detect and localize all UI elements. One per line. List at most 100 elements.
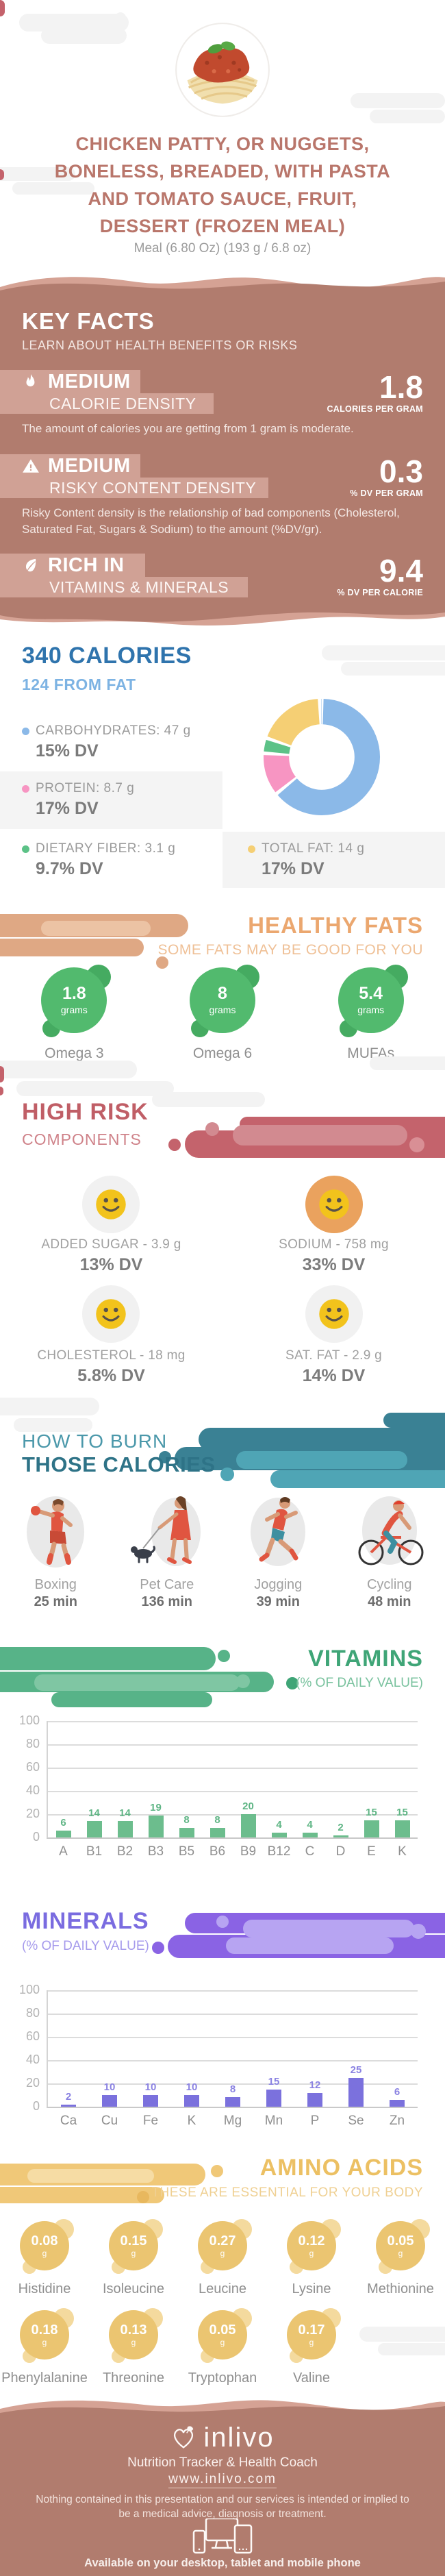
y-tick-label: 0 <box>32 1830 40 1844</box>
bar <box>271 1833 287 1837</box>
healthy-fat-label: Omega 3 <box>44 1045 104 1061</box>
x-category-label: Se <box>348 2114 364 2128</box>
amino-label: Leucine <box>198 2281 247 2296</box>
healthy-fats-list: 1.8 grams Omega 3 8 grams Omega 6 5.4 grams… <box>0 965 445 1062</box>
green-blob-icon: 8 grams <box>190 965 259 1037</box>
brand-logo: inlivo <box>0 2423 445 2453</box>
fact-rich-in-name: VITAMINS & MINERALS <box>0 577 248 597</box>
gold-blob-icon: 0.05 g <box>198 2308 252 2363</box>
website-link[interactable]: www.inlivo.com <box>0 2472 445 2488</box>
decor-cloud <box>12 182 94 195</box>
x-category-label: Zn <box>389 2114 405 2128</box>
fact-risky-density-description: Risky Content density is the relationshi… <box>22 506 400 536</box>
gold-blob-icon: 0.05 g <box>376 2219 430 2274</box>
bar-value-label: 6 <box>394 2085 400 2098</box>
cycling-icon <box>358 1496 424 1565</box>
footer-wave <box>0 2400 445 2420</box>
decor-cloud <box>409 1137 424 1152</box>
bar-group: 14 B1 <box>79 1721 110 1859</box>
high-risk-title: HIGH RISK <box>22 1099 149 1125</box>
legend-dv-fiber: 9.7% DV <box>36 859 103 878</box>
bar-value-label: 15 <box>396 1806 408 1818</box>
x-category-label: B6 <box>209 1844 226 1859</box>
activity-cycling: Cycling 48 min <box>334 1488 445 1610</box>
decor-cloud <box>152 1092 265 1107</box>
decor-cloud <box>152 1942 164 1954</box>
bar-group: 25 Se <box>335 1990 377 2129</box>
x-category-label: B5 <box>178 1844 195 1859</box>
bar-group: 10 Cu <box>89 1990 130 2128</box>
bar-group: 14 B2 <box>110 1721 140 1859</box>
legend-dv-fat: 17% DV <box>262 859 325 878</box>
decor-cloud <box>51 1692 212 1707</box>
risk-label-sodium: SODIUM - 758 mg <box>279 1237 389 1252</box>
disclaimer-text: Nothing contained in this presentation a… <box>36 2494 409 2520</box>
bar <box>240 1814 256 1837</box>
legend-band-protein <box>0 771 222 829</box>
amino-acids-title: AMINO ACIDS <box>259 2155 423 2181</box>
legend-dot-fiber <box>22 845 29 853</box>
y-tick-label: 40 <box>25 1783 40 1797</box>
legend-dot-carbohydrates <box>22 728 29 735</box>
healthy-fat-item: 8 grams Omega 6 <box>149 965 297 1062</box>
decor-accent <box>0 1087 3 1095</box>
legend-dv-protein: 17% DV <box>36 799 99 818</box>
decor-cloud <box>0 1398 99 1415</box>
vitamins-title: VITAMINS <box>308 1646 423 1672</box>
decor-cloud <box>226 1937 394 1954</box>
decor-cloud <box>370 110 445 123</box>
decor-cloud <box>0 1647 216 1670</box>
decor-cloud <box>411 1924 426 1939</box>
x-category-label: Fe <box>142 2114 159 2128</box>
amino-label: Tryptophan <box>188 2370 257 2386</box>
bar-value-label: 2 <box>65 2090 72 2103</box>
healthy-fats-title: HEALTHY FATS <box>248 913 423 938</box>
gold-blob-icon: 0.18 g <box>20 2308 74 2363</box>
decor-accent <box>0 1066 4 1082</box>
bar <box>55 1830 71 1837</box>
decor-cloud <box>16 1081 174 1096</box>
healthy-fat-item: 5.4 grams MUFAs <box>296 965 445 1062</box>
bar-value-label: 14 <box>119 1807 131 1820</box>
decor-cloud <box>156 956 168 969</box>
decor-cloud <box>14 1418 92 1432</box>
risk-label-added-sugar: ADDED SUGAR - 3.9 g <box>41 1237 181 1252</box>
bar <box>390 2099 405 2107</box>
burn-title-line2: THOSE CALORIES <box>22 1452 216 1476</box>
bar-group: 15 Mn <box>253 1990 294 2129</box>
bar-value-label: 15 <box>366 1806 377 1818</box>
decor-cloud <box>426 1473 441 1488</box>
macro-donut-chart <box>263 698 381 816</box>
activity-jogging: Jogging 39 min <box>222 1488 334 1610</box>
legend-dot-fat <box>248 845 255 853</box>
boxing-icon <box>27 1496 85 1568</box>
bar-value-label: 4 <box>307 1819 313 1831</box>
donut-segment <box>263 698 381 816</box>
bar-value-label: 8 <box>229 2083 236 2096</box>
page-title: CHICKEN PATTY, OR NUGGETS, BONELESS, BRE… <box>54 134 391 236</box>
decor-cloud <box>41 27 127 44</box>
decor-accent <box>0 0 5 16</box>
green-blob-icon: 5.4 grams <box>338 965 408 1037</box>
gold-blob-icon: 0.27 g <box>198 2219 252 2274</box>
decor-cloud <box>159 1451 171 1463</box>
vitamins-subtitle: (% OF DAILY VALUE) <box>296 1676 423 1690</box>
minerals-bar-chart: 0 20 40 60 80 100 2 Ca 10 Cu 10 Fe 10 K 8 Mg 15 Mn 12 P 25 S… <box>0 1983 445 2148</box>
gold-blob-icon: 0.13 g <box>109 2308 163 2363</box>
amino-acids-subtitle: THESE ARE ESSENTIAL FOR YOUR BODY <box>151 2185 423 2200</box>
bar-value-label: 25 <box>350 2064 362 2076</box>
bar-value-label: 2 <box>338 1821 344 1833</box>
bar <box>86 1821 102 1837</box>
decor-cloud <box>378 2343 445 2355</box>
legend-label-carbohydrates: CARBOHYDRATES: 47 g <box>36 723 191 738</box>
legend-dv-carbohydrates: 15% DV <box>36 741 99 760</box>
decor-cloud <box>216 1916 229 1928</box>
x-category-label: B9 <box>240 1844 257 1859</box>
fact-risky-density-level: MEDIUM <box>0 454 140 478</box>
bar-value-label: 10 <box>186 2081 198 2093</box>
flame-icon <box>26 374 35 387</box>
bar-value-label: 12 <box>309 2079 321 2091</box>
y-tick-label: 80 <box>25 1737 40 1750</box>
